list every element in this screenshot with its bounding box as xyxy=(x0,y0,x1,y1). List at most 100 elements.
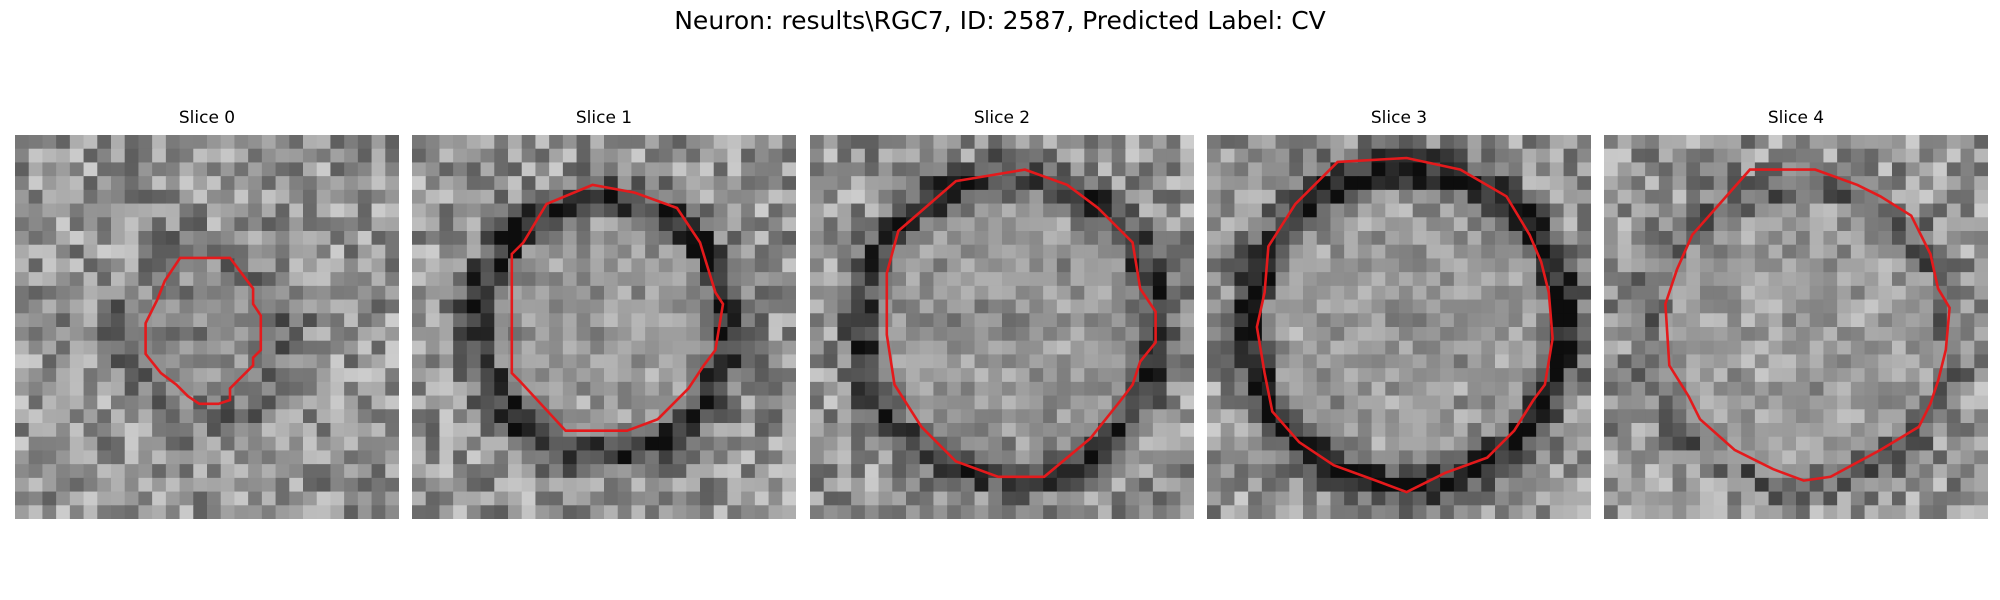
pixel xyxy=(1234,381,1249,397)
pixel xyxy=(1412,491,1428,506)
pixel xyxy=(727,436,742,452)
pixel xyxy=(631,217,646,232)
pixel xyxy=(1919,491,1934,506)
pixel xyxy=(357,148,373,164)
pixel xyxy=(1125,491,1140,506)
pixel xyxy=(207,231,222,246)
pixel xyxy=(1056,450,1072,465)
pixel xyxy=(1700,327,1715,342)
pixel xyxy=(1261,162,1277,177)
pixel xyxy=(1508,135,1524,150)
pixel xyxy=(1631,162,1646,177)
pixel xyxy=(1275,313,1290,328)
pixel xyxy=(1084,176,1099,191)
pixel xyxy=(508,189,523,205)
pixel xyxy=(892,148,907,164)
pixel xyxy=(1782,217,1797,232)
pixel xyxy=(933,176,948,191)
pixel xyxy=(385,450,399,465)
pixel xyxy=(1782,381,1797,397)
pixel xyxy=(1549,477,1565,493)
pixel xyxy=(42,135,57,150)
pixel xyxy=(1727,258,1742,273)
pixel xyxy=(933,203,948,218)
pixel xyxy=(1371,162,1386,177)
pixel xyxy=(1289,409,1304,424)
pixel xyxy=(1412,272,1428,287)
pixel xyxy=(878,231,893,246)
pixel xyxy=(1166,189,1181,205)
pixel xyxy=(1946,409,1962,424)
pixel xyxy=(1658,477,1674,493)
pixel xyxy=(220,436,236,452)
pixel xyxy=(1946,217,1962,232)
pixel xyxy=(700,491,715,506)
pixel xyxy=(344,450,359,465)
pixel xyxy=(1508,477,1524,493)
pixel xyxy=(1946,203,1962,218)
pixel xyxy=(1796,423,1811,438)
pixel xyxy=(1426,450,1441,465)
pixel xyxy=(1002,148,1017,164)
pixel xyxy=(28,231,44,246)
pixel xyxy=(576,217,591,232)
pixel xyxy=(15,285,30,301)
pixel xyxy=(1357,477,1373,493)
pixel xyxy=(494,176,509,191)
pixel xyxy=(727,464,742,479)
pixel xyxy=(1248,217,1263,232)
pixel xyxy=(535,272,550,287)
pixel xyxy=(1892,477,1907,493)
pixel xyxy=(754,464,770,479)
pixel xyxy=(782,272,796,287)
pixel xyxy=(97,299,112,314)
pixel xyxy=(28,340,44,356)
pixel xyxy=(919,244,935,260)
pixel xyxy=(919,395,935,410)
pixel xyxy=(83,381,98,397)
pixel xyxy=(1522,491,1537,506)
pixel xyxy=(1207,285,1222,301)
pixel xyxy=(892,436,907,452)
pixel xyxy=(1385,340,1400,356)
pixel xyxy=(15,491,30,506)
pixel xyxy=(700,176,715,191)
pixel xyxy=(1508,368,1524,383)
pixel xyxy=(1823,231,1838,246)
pixel xyxy=(303,464,318,479)
pixel xyxy=(741,423,756,438)
pixel xyxy=(344,464,359,479)
pixel xyxy=(1577,217,1591,232)
pixel xyxy=(330,203,345,218)
pixel xyxy=(1754,231,1770,246)
pixel xyxy=(439,189,454,205)
pixel xyxy=(974,450,989,465)
pixel xyxy=(248,395,263,410)
pixel xyxy=(207,313,222,328)
pixel xyxy=(947,381,962,397)
pixel xyxy=(179,505,194,519)
pixel xyxy=(385,244,399,260)
pixel xyxy=(1180,217,1194,232)
pixel xyxy=(810,189,825,205)
pixel xyxy=(344,135,359,150)
pixel xyxy=(83,409,98,424)
pixel xyxy=(1098,368,1113,383)
pixel xyxy=(1549,395,1565,410)
pixel xyxy=(508,450,523,465)
pixel xyxy=(727,368,742,383)
pixel xyxy=(412,135,427,150)
pixel xyxy=(1768,176,1783,191)
pixel xyxy=(658,285,674,301)
pixel xyxy=(1604,299,1619,314)
pixel xyxy=(1098,148,1113,164)
pixel xyxy=(28,368,44,383)
pixel xyxy=(864,203,880,218)
pixel xyxy=(1303,409,1318,424)
pixel xyxy=(851,176,866,191)
pixel xyxy=(275,368,290,383)
pixel xyxy=(1796,381,1811,397)
pixel xyxy=(1084,148,1099,164)
pixel xyxy=(933,409,948,424)
pixel xyxy=(1617,258,1633,273)
